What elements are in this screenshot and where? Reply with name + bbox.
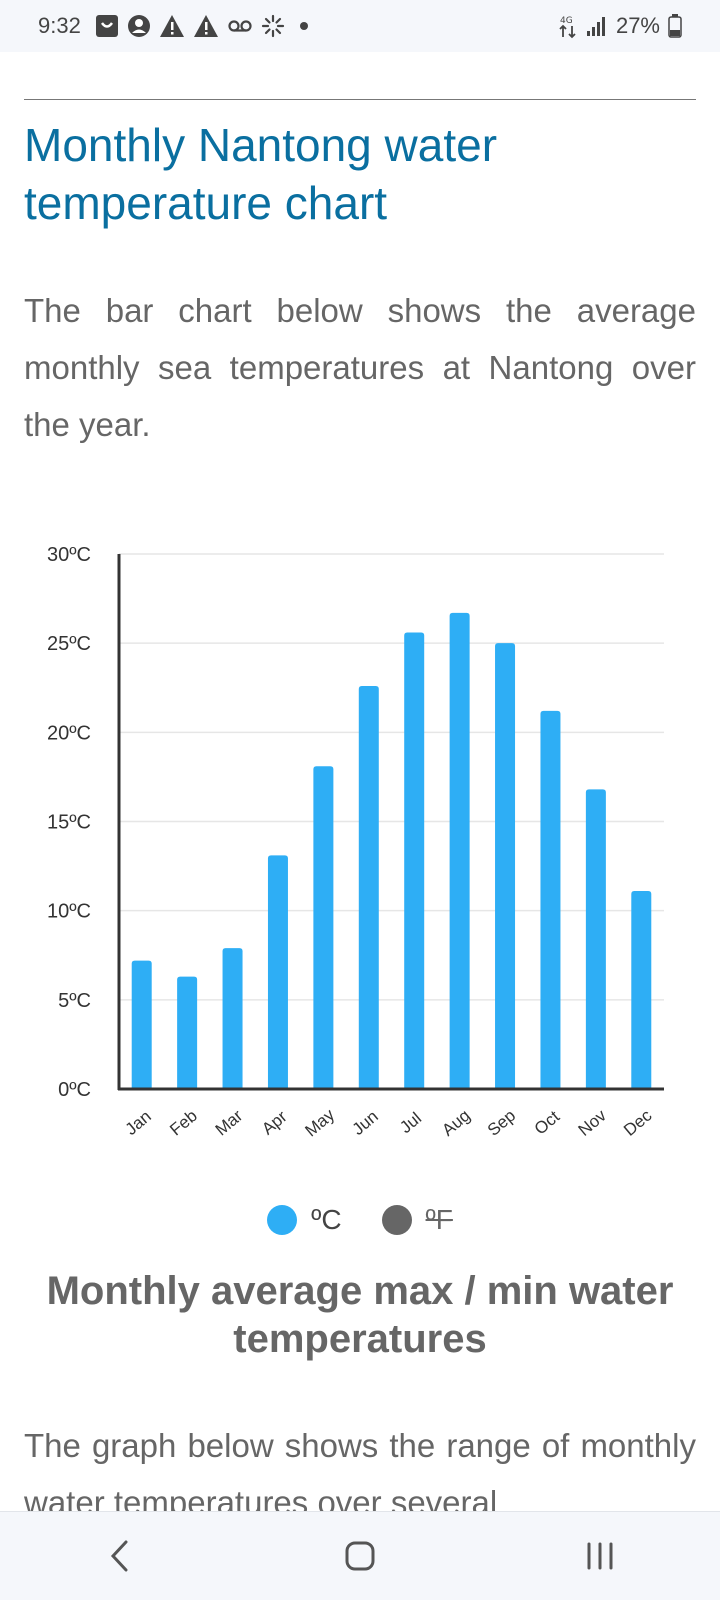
x-tick-label: Sep <box>484 1106 519 1140</box>
y-tick-label: 10ºC <box>47 901 91 923</box>
bar <box>631 891 652 1089</box>
y-tick-label: 30ºC <box>47 544 91 566</box>
back-button[interactable] <box>80 1526 160 1586</box>
warning-icon <box>159 14 185 38</box>
bar <box>131 960 152 1089</box>
home-icon <box>345 1541 375 1571</box>
x-tick-label: Jan <box>122 1107 155 1139</box>
bar <box>404 632 425 1089</box>
section-heading: Monthly average max / min water temperat… <box>46 1269 674 1361</box>
signal-icon <box>586 15 608 37</box>
voicemail-icon <box>227 16 253 36</box>
battery-icon <box>668 14 682 38</box>
legend-marker-fahrenheit <box>381 1205 412 1235</box>
y-tick-label: 20ºC <box>47 722 91 744</box>
x-tick-label: Apr <box>258 1107 291 1139</box>
account-icon <box>127 14 151 38</box>
bar <box>358 685 379 1089</box>
x-tick-label: Nov <box>575 1105 611 1139</box>
data-transfer-icon: 4G <box>558 13 578 39</box>
x-tick-label: May <box>301 1105 338 1141</box>
legend-marker-celsius <box>267 1205 298 1235</box>
divider <box>24 99 696 100</box>
legend-label-fahrenheit: ºF <box>425 1204 453 1235</box>
x-tick-label: Dec <box>620 1105 656 1139</box>
legend-item-fahrenheit[interactable]: ºF <box>381 1204 453 1236</box>
bar <box>495 643 516 1089</box>
status-bar-right: 4G 27% <box>558 13 682 39</box>
bar <box>540 710 561 1089</box>
x-tick-label: Oct <box>531 1107 564 1139</box>
status-bar: 9:32 4G 27% <box>0 0 720 52</box>
back-icon <box>110 1540 128 1572</box>
range-paragraph: The graph below shows the range of month… <box>24 1427 696 1521</box>
legend-item-celsius[interactable]: ºC <box>267 1204 342 1236</box>
bar <box>313 766 334 1089</box>
bar <box>177 976 198 1089</box>
bar <box>449 612 470 1089</box>
y-tick-label: 0ºC <box>58 1079 91 1101</box>
recents-button[interactable] <box>560 1526 640 1586</box>
home-button[interactable] <box>320 1526 400 1586</box>
svg-text:4G: 4G <box>560 16 573 26</box>
bag-icon <box>95 14 119 38</box>
clock: 9:32 <box>38 13 81 38</box>
temperature-bar-chart: 0ºC 5ºC 10ºC 15ºC 20ºC 25ºC 30ºC Jan Feb Mar Apr Ma… <box>47 544 664 1141</box>
recents-icon <box>587 1542 613 1570</box>
chart-legend: ºC ºF <box>24 1200 696 1240</box>
bar <box>222 948 243 1089</box>
x-tick-label: Jun <box>349 1107 382 1139</box>
y-tick-label: 5ºC <box>58 990 91 1012</box>
battery-percent: 27% <box>615 13 660 38</box>
x-tick-label: Mar <box>212 1106 247 1140</box>
page-title: Monthly Nantong water temperature chart <box>24 119 498 229</box>
status-bar-left: 9:32 <box>38 13 309 39</box>
warning-icon <box>193 14 219 38</box>
y-tick-label: 25ºC <box>47 633 91 655</box>
x-tick-label: Jul <box>396 1109 425 1138</box>
legend-label-celsius: ºC <box>311 1204 342 1235</box>
intro-paragraph: The bar chart below shows the average mo… <box>24 292 696 443</box>
asterisk-icon <box>261 14 285 38</box>
bar <box>585 789 606 1089</box>
x-tick-label: Aug <box>438 1106 473 1140</box>
bar <box>267 855 288 1089</box>
x-tick-label: Feb <box>166 1106 201 1139</box>
y-tick-label: 15ºC <box>47 812 91 834</box>
navigation-bar <box>0 1511 720 1600</box>
dot-icon <box>299 21 309 31</box>
